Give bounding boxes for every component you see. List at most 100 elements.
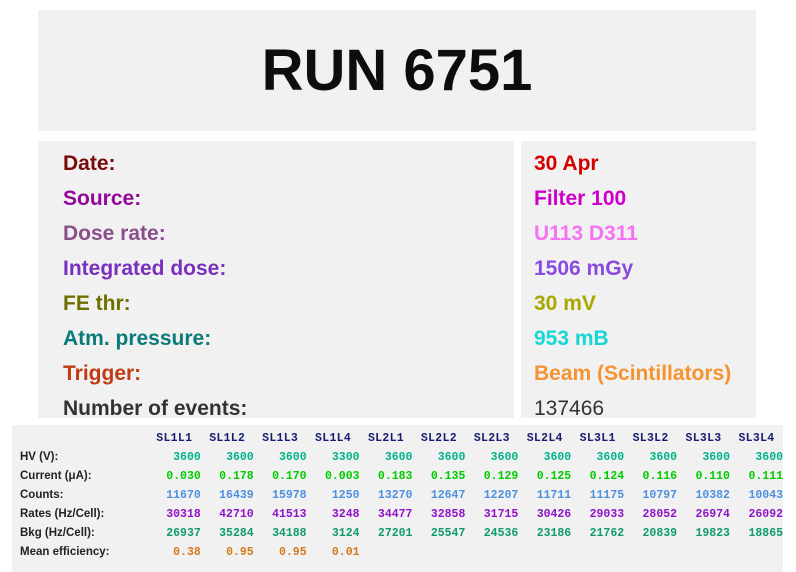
table-cell: 0.003 (325, 470, 360, 483)
table-cell: 42710 (219, 508, 254, 521)
table-cell: 0.111 (748, 470, 783, 483)
table-column-header: SL1L1 (156, 432, 193, 445)
table-cell: 31715 (483, 508, 519, 521)
table-row: Counts: 11670 16439 15978 1250 13270 12647 1220… (20, 486, 783, 505)
table-corner-cell (20, 429, 148, 448)
table-cell: 3600 (490, 451, 519, 464)
run-info-labels-panel: Date: Source: Dose rate: Integrated dose: FE… (38, 141, 514, 420)
table-body: HV (V): 3600 3600 3600 3300 3600 3600 3600 3600 3… (20, 448, 783, 562)
run-info-label: FE thr: (63, 291, 131, 315)
table-cell: 32858 (430, 508, 466, 521)
table-cell: 10382 (695, 489, 730, 502)
table-cell: 0.01 (331, 546, 360, 559)
table-row: HV (V): 3600 3600 3600 3300 3600 3600 3600 3600 3… (20, 448, 783, 467)
table-cell: 0.135 (430, 470, 466, 483)
table-column-header: SL3L2 (632, 432, 669, 445)
table-cell: 15978 (272, 489, 307, 502)
run-info-value: Filter 100 (534, 186, 627, 210)
table-cell: 0.110 (695, 470, 730, 483)
run-info-value: U113 D311 (534, 221, 638, 245)
table-cell: 0.125 (536, 470, 572, 483)
table-cell: 26937 (166, 527, 201, 540)
table-row-label: Rates (Hz/Cell): (20, 508, 105, 520)
table-row: Rates (Hz/Cell): 30318 42710 41513 3248 34477… (20, 505, 783, 524)
run-info-value: 137466 (534, 396, 605, 420)
table-row: Current (μA): 0.030 0.178 0.170 0.003 0.183 0.… (20, 467, 783, 486)
table-cell (360, 543, 413, 562)
table-column-header: SL3L1 (579, 432, 616, 445)
table-header: SL1L1 SL1L2 SL1L3 SL1L4 SL2L1 SL2L2 SL2L3 SL2L4… (20, 429, 783, 448)
table-cell: 3600 (755, 451, 783, 464)
table-cell (412, 543, 465, 562)
table-cell: 3600 (278, 451, 307, 464)
table-row: Mean efficiency: 0.38 0.95 0.95 0.01 (20, 543, 783, 562)
table-column-header: SL3L4 (738, 432, 775, 445)
detector-stats-table: SL1L1 SL1L2 SL1L3 SL1L4 SL2L1 SL2L2 SL2L3 SL2L4… (20, 429, 783, 562)
table-cell: 0.95 (226, 546, 254, 559)
title-panel: RUN 6751 (38, 10, 756, 131)
table-row-label: Mean efficiency: (20, 546, 110, 558)
table-cell (730, 543, 783, 562)
table-cell (677, 543, 730, 562)
table-row-label: Current (μA): (20, 470, 92, 482)
table-cell: 34477 (377, 508, 413, 521)
table-cell: 0.38 (173, 546, 201, 559)
table-cell: 0.116 (642, 470, 678, 483)
table-cell: 3600 (437, 451, 466, 464)
table-row-label: Counts: (20, 489, 64, 501)
table-cell: 0.95 (278, 546, 307, 559)
run-info-value: 30 mV (534, 291, 596, 315)
table-cell: 21762 (589, 527, 625, 540)
table-cell: 24536 (483, 527, 519, 540)
run-info-value: 1506 mGy (534, 256, 634, 280)
table-cell: 0.124 (589, 470, 625, 483)
table-cell: 10043 (748, 489, 783, 502)
table-cell: 27201 (377, 527, 413, 540)
table-cell: 34188 (272, 527, 307, 540)
table-cell: 28052 (642, 508, 678, 521)
table-cell: 20839 (642, 527, 678, 540)
table-cell: 12207 (483, 489, 519, 502)
table-cell: 10797 (642, 489, 678, 502)
table-column-header: SL2L2 (420, 432, 457, 445)
table-cell: 35284 (219, 527, 254, 540)
table-cell: 0.129 (483, 470, 519, 483)
table-cell: 3600 (596, 451, 625, 464)
table-cell (518, 543, 571, 562)
table-cell: 3600 (649, 451, 678, 464)
table-cell: 3600 (226, 451, 254, 464)
table-row-label: HV (V): (20, 451, 59, 463)
table-cell: 41513 (272, 508, 307, 521)
table-row-label: Bkg (Hz/Cell): (20, 527, 95, 539)
table-cell (465, 543, 518, 562)
run-info-value: Beam (Scintillators) (534, 361, 732, 385)
table-cell: 3600 (702, 451, 730, 464)
table-cell: 0.170 (272, 470, 307, 483)
run-info-label: Number of events: (63, 396, 248, 420)
table-cell: 3300 (331, 451, 360, 464)
table-cell: 26092 (748, 508, 783, 521)
table-cell: 3248 (331, 508, 360, 521)
run-info-values-panel: 30 Apr Filter 100 U113 D311 1506 mGy 30 mV 95… (521, 141, 756, 420)
detector-stats-panel: SL1L1 SL1L2 SL1L3 SL1L4 SL2L1 SL2L2 SL2L3 SL2L4… (12, 425, 783, 572)
table-cell: 30426 (536, 508, 572, 521)
table-cell: 1250 (331, 489, 360, 502)
table-cell: 11711 (536, 489, 572, 502)
run-info-label: Dose rate: (63, 221, 166, 245)
table-header-row: SL1L1 SL1L2 SL1L3 SL1L4 SL2L1 SL2L2 SL2L3 SL2L4… (20, 429, 783, 448)
table-cell: 25547 (430, 527, 466, 540)
run-info-value: 953 mB (534, 326, 609, 350)
table-row: Bkg (Hz/Cell): 26937 35284 34188 3124 27201 25… (20, 524, 783, 543)
table-cell: 0.030 (166, 470, 201, 483)
run-info-value: 30 Apr (534, 151, 599, 175)
table-cell: 11670 (166, 489, 201, 502)
table-cell (571, 543, 624, 562)
table-cell: 12647 (430, 489, 466, 502)
table-cell: 0.183 (377, 470, 413, 483)
table-cell: 30318 (166, 508, 201, 521)
table-cell: 13270 (377, 489, 413, 502)
run-info-label: Atm. pressure: (63, 326, 212, 350)
table-cell: 16439 (219, 489, 254, 502)
table-column-header: SL2L3 (473, 432, 510, 445)
run-info-label: Integrated dose: (63, 256, 227, 280)
